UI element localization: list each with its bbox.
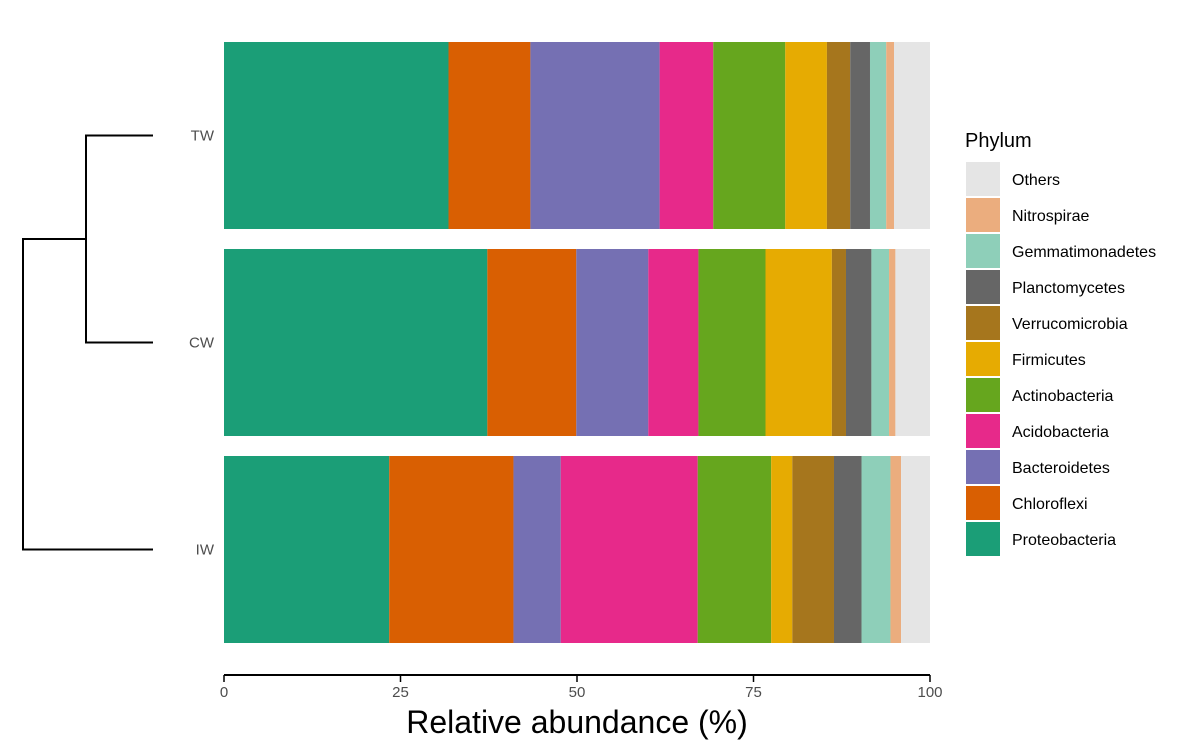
bar-segment-tw-chloroflexi (448, 42, 531, 229)
bar-segment-iw-verrucomicrobia (792, 456, 834, 643)
bar-segment-cw-verrucomicrobia (831, 249, 846, 436)
bar-segment-tw-proteobacteria (224, 42, 449, 229)
bar-segment-cw-others (895, 249, 930, 436)
bar-segment-iw-chloroflexi (389, 456, 514, 643)
bar-segment-iw-bacteroidetes (513, 456, 561, 643)
legend-swatch-actinobacteria (966, 378, 1000, 412)
bar-segment-iw-actinobacteria (697, 456, 772, 643)
category-labels: TW CW IW (189, 128, 215, 559)
bar-segment-tw-planctomycetes (850, 42, 870, 229)
bar-segment-tw-bacteroidetes (530, 42, 660, 229)
bar-segment-iw-planctomycetes (833, 456, 862, 643)
bar-segment-tw-gemmatimonadetes (869, 42, 887, 229)
bar-segment-tw-verrucomicrobia (826, 42, 851, 229)
legend-label-gemmatimonadetes: Gemmatimonadetes (1012, 244, 1156, 261)
legend-swatch-verrucomicrobia (966, 306, 1000, 340)
bar-segment-tw-actinobacteria (713, 42, 786, 229)
legend-label-actinobacteria: Actinobacteria (1012, 388, 1113, 405)
bar-segment-cw-bacteroidetes (576, 249, 649, 436)
bar-segment-cw-chloroflexi (487, 249, 577, 436)
bars-group (224, 42, 930, 643)
bar-segment-tw-nitrospirae (886, 42, 894, 229)
legend-swatch-firmicutes (966, 342, 1000, 376)
bar-segment-cw-acidobacteria (648, 249, 699, 436)
bar-segment-cw-actinobacteria (698, 249, 766, 436)
x-tick-label-75: 75 (745, 684, 762, 701)
bar-segment-iw-firmicutes (771, 456, 793, 643)
category-label-iw: IW (196, 542, 215, 559)
category-label-tw: TW (191, 128, 215, 145)
legend-label-firmicutes: Firmicutes (1012, 352, 1086, 369)
bar-segment-iw-nitrospirae (890, 456, 902, 643)
legend-swatch-proteobacteria (966, 522, 1000, 556)
bar-segment-tw-acidobacteria (659, 42, 714, 229)
bar-segment-iw-proteobacteria (224, 456, 390, 643)
legend-label-planctomycetes: Planctomycetes (1012, 280, 1125, 297)
legend-swatch-others (966, 162, 1000, 196)
bar-segment-cw-gemmatimonadetes (871, 249, 890, 436)
legend-swatch-acidobacteria (966, 414, 1000, 448)
legend-swatch-gemmatimonadetes (966, 234, 1000, 268)
legend-label-chloroflexi: Chloroflexi (1012, 496, 1088, 513)
bar-segment-cw-nitrospirae (889, 249, 896, 436)
bar-segment-tw-firmicutes (785, 42, 827, 229)
category-label-cw: CW (189, 335, 215, 352)
x-tick-label-100: 100 (917, 684, 942, 701)
dendrogram (22, 134, 153, 551)
x-axis: 0 25 50 75 100 (220, 674, 943, 701)
legend-label-others: Others (1012, 172, 1060, 189)
legend: Phylum Others Nitrospirae Gemmatimonadetes… (965, 130, 1156, 556)
bar-segment-iw-gemmatimonadetes (861, 456, 891, 643)
legend-label-nitrospirae: Nitrospirae (1012, 208, 1089, 225)
legend-title: Phylum (965, 130, 1032, 152)
legend-label-acidobacteria: Acidobacteria (1012, 424, 1109, 441)
legend-label-verrucomicrobia: Verrucomicrobia (1012, 316, 1128, 333)
x-tick-label-25: 25 (392, 684, 409, 701)
x-axis-title: Relative abundance (%) (406, 704, 748, 740)
bar-segment-cw-firmicutes (765, 249, 832, 436)
legend-swatch-nitrospirae (966, 198, 1000, 232)
legend-swatch-bacteroidetes (966, 450, 1000, 484)
bar-segment-cw-planctomycetes (845, 249, 872, 436)
x-tick-label-0: 0 (220, 684, 228, 701)
bar-segment-iw-others (901, 456, 930, 643)
bar-segment-cw-proteobacteria (224, 249, 488, 436)
legend-swatch-chloroflexi (966, 486, 1000, 520)
legend-label-proteobacteria: Proteobacteria (1012, 532, 1116, 549)
legend-label-bacteroidetes: Bacteroidetes (1012, 460, 1110, 477)
legend-swatch-planctomycetes (966, 270, 1000, 304)
bar-segment-tw-others (893, 42, 930, 229)
x-tick-label-50: 50 (569, 684, 586, 701)
bar-segment-iw-acidobacteria (560, 456, 698, 643)
